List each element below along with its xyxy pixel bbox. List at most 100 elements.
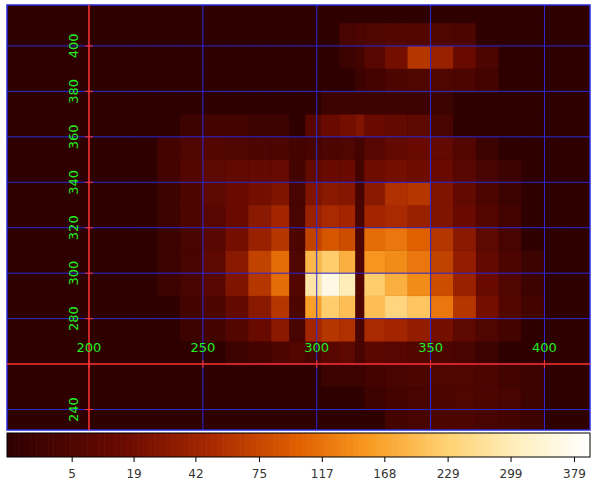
cell <box>339 273 355 296</box>
cell <box>271 319 289 342</box>
cell <box>157 182 180 205</box>
cell <box>522 205 545 228</box>
cell <box>248 160 271 183</box>
cell <box>271 137 289 160</box>
cell <box>321 273 339 296</box>
cell <box>289 23 305 46</box>
cell <box>180 387 203 410</box>
cell <box>365 23 385 46</box>
cell <box>271 205 289 228</box>
cell <box>385 114 408 137</box>
cell <box>431 182 454 205</box>
cell <box>203 296 226 319</box>
colorbar-tick <box>448 457 449 462</box>
cell <box>226 273 249 296</box>
cell <box>355 23 364 46</box>
cell <box>203 182 226 205</box>
cell <box>339 69 355 92</box>
cell <box>226 91 249 114</box>
colorbar-frame <box>7 433 590 457</box>
cell <box>135 319 158 342</box>
cell <box>544 273 567 296</box>
cell <box>157 273 180 296</box>
y-tick-label: 380 <box>66 79 81 104</box>
y-axis <box>88 5 90 430</box>
cell <box>385 319 408 342</box>
cell <box>408 69 431 92</box>
cell <box>339 91 355 114</box>
cell <box>180 23 203 46</box>
cell <box>339 250 355 273</box>
cell <box>453 137 476 160</box>
cell <box>431 273 454 296</box>
cell <box>135 69 158 92</box>
cell <box>305 250 321 273</box>
cell <box>339 160 355 183</box>
cell <box>226 296 249 319</box>
cell <box>476 91 499 114</box>
cell <box>385 250 408 273</box>
cell <box>305 46 321 69</box>
cell <box>385 387 408 410</box>
cell <box>476 160 499 183</box>
cell <box>157 69 180 92</box>
cell <box>157 410 180 430</box>
cell <box>321 205 339 228</box>
cell <box>544 364 567 387</box>
cell <box>339 228 355 251</box>
cell <box>135 273 158 296</box>
cell <box>226 341 249 364</box>
colorbar-label: 168 <box>373 467 396 481</box>
cell <box>522 114 545 137</box>
cell <box>321 137 339 160</box>
cell <box>408 410 431 430</box>
cell <box>355 69 364 92</box>
cell <box>365 205 385 228</box>
cell <box>544 387 567 410</box>
cell <box>226 69 249 92</box>
cell <box>476 182 499 205</box>
x-tick-label: 400 <box>532 340 557 355</box>
cell <box>321 387 339 410</box>
cell <box>355 387 364 410</box>
cell <box>180 250 203 273</box>
cell <box>226 250 249 273</box>
cell <box>289 182 305 205</box>
chart: 2002503003504002402803003203403603804005… <box>0 0 592 483</box>
cell <box>226 137 249 160</box>
cell <box>453 410 476 430</box>
grid-line <box>544 5 545 430</box>
cell <box>522 296 545 319</box>
tick <box>430 360 431 368</box>
colorbar-label: 5 <box>68 467 76 481</box>
cell <box>226 160 249 183</box>
cell <box>157 387 180 410</box>
cell <box>522 160 545 183</box>
cell <box>499 387 522 410</box>
cell <box>321 23 339 46</box>
cell <box>226 46 249 69</box>
cell <box>305 410 321 430</box>
cell <box>135 114 158 137</box>
y-tick-label: 280 <box>66 306 81 331</box>
cell <box>499 273 522 296</box>
cell <box>203 46 226 69</box>
cell <box>499 410 522 430</box>
cell <box>135 228 158 251</box>
cell <box>544 228 567 251</box>
cell <box>135 364 158 387</box>
cell <box>453 46 476 69</box>
cell <box>289 228 305 251</box>
cell <box>355 364 364 387</box>
cell <box>544 319 567 342</box>
cell <box>522 69 545 92</box>
cell <box>408 23 431 46</box>
cell <box>431 410 454 430</box>
cell <box>355 319 364 342</box>
cell <box>135 410 158 430</box>
cell <box>408 273 431 296</box>
grid-line <box>7 136 590 137</box>
cell <box>180 364 203 387</box>
cell <box>135 137 158 160</box>
cell <box>431 160 454 183</box>
